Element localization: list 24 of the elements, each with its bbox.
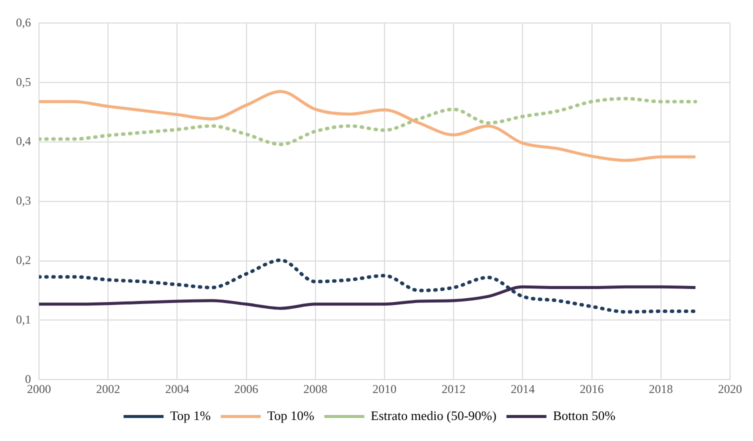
y-tick-label: 0,6 <box>16 15 31 30</box>
x-tick-label: 2018 <box>648 382 673 396</box>
x-tick-label: 2010 <box>372 382 396 396</box>
line-series <box>39 90 697 162</box>
x-tick-label: 2012 <box>442 382 466 396</box>
x-tick-label: 2002 <box>96 382 120 396</box>
x-tick-label: 2020 <box>718 382 742 396</box>
x-tick-label: 2014 <box>510 382 535 396</box>
y-tick-label: 0,1 <box>16 312 31 326</box>
y-tick-label: 0,3 <box>16 194 31 208</box>
legend-label: Estrato medio (50-90%) <box>370 408 496 423</box>
x-tick-label: 2008 <box>303 382 328 396</box>
y-tick-label: 0,2 <box>16 252 31 267</box>
y-tick-label: 0,5 <box>16 74 31 89</box>
line-series <box>39 258 698 314</box>
x-tick-label: 2004 <box>165 382 190 396</box>
line-series <box>39 285 697 310</box>
legend-label: Top 1% <box>170 408 211 423</box>
x-tick-label: 2006 <box>234 382 258 396</box>
legend-label: Botton 50% <box>552 408 616 423</box>
y-tick-label: 0,4 <box>16 134 31 148</box>
line-series <box>39 96 698 146</box>
x-tick-label: 2016 <box>580 382 604 396</box>
legend-label: Top 10% <box>267 408 314 423</box>
